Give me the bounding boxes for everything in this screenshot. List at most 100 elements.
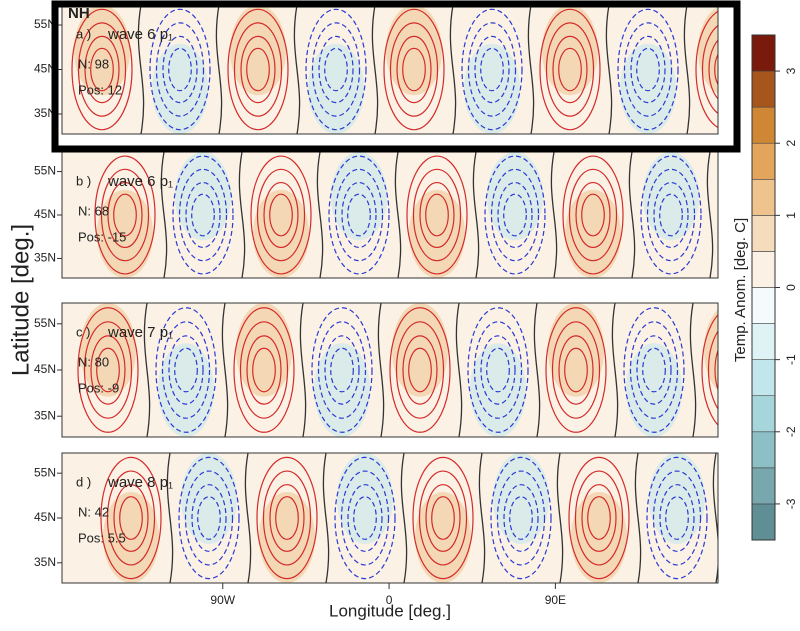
shade [314, 343, 370, 437]
contour [396, 35, 432, 104]
contour [642, 347, 666, 393]
zero-contour [550, 152, 558, 278]
zero-contour [400, 453, 408, 583]
contour [406, 155, 468, 275]
contour [178, 168, 228, 262]
colorbar-band [751, 431, 776, 469]
colorbar-tick-label: 0 [784, 284, 798, 291]
zero-contour [449, 5, 457, 134]
contour [191, 193, 215, 237]
highlight-box [51, 0, 741, 153]
zero-contour [377, 303, 385, 437]
x-tick-label: 90W [210, 593, 235, 607]
panel-letter: d ) [76, 474, 91, 489]
pos-label: Pos: 12 [78, 82, 122, 97]
zero-contour [143, 303, 151, 437]
colorbar-tick-label: 2 [784, 140, 798, 147]
colorbar-band [751, 215, 776, 252]
contour [94, 155, 156, 275]
shade [386, 5, 442, 96]
colorbar-band [751, 287, 776, 324]
contour [473, 321, 523, 419]
contour [389, 307, 451, 433]
contour [161, 321, 211, 419]
contour [246, 47, 270, 92]
contour [581, 193, 605, 237]
contour [480, 47, 504, 92]
contour [490, 168, 540, 262]
zero-contour [221, 303, 229, 437]
panel-2 [62, 303, 718, 437]
colorbar-band [751, 142, 776, 180]
contour [575, 181, 611, 249]
contour [353, 496, 377, 540]
shade [308, 43, 364, 134]
contour [233, 22, 283, 117]
contour [197, 496, 221, 540]
pos-label: Pos: 5.5 [78, 530, 126, 545]
contour [714, 348, 718, 392]
colorbar-band [751, 395, 776, 433]
contour [191, 484, 227, 552]
contour [311, 22, 361, 117]
contour [629, 321, 679, 419]
x-axis-label: Longitude [deg.] [329, 601, 451, 620]
contour [497, 181, 533, 249]
zero-contour [215, 5, 223, 134]
contour [328, 155, 390, 275]
colorbar-tick-label: -3 [784, 498, 798, 509]
colorbar-band [751, 178, 776, 216]
contour [84, 35, 120, 104]
contour [334, 456, 396, 580]
contour [636, 47, 660, 92]
contour [311, 307, 373, 433]
colorbar-band [751, 359, 776, 397]
shade [80, 303, 136, 397]
colorbar-band [751, 251, 776, 288]
contour [652, 470, 702, 566]
wave-label: wave 6 p₁ [107, 173, 173, 190]
shade [643, 152, 699, 241]
contour [239, 321, 289, 419]
contour [162, 35, 198, 104]
zero-contour [371, 5, 379, 134]
contour [389, 22, 439, 117]
colorbar-band [751, 34, 776, 72]
y-tick-label: 35N [34, 251, 56, 265]
contour [347, 193, 371, 237]
y-tick-label: 55N [34, 17, 56, 31]
panel-1 [62, 152, 718, 278]
contour [623, 307, 685, 433]
zero-contour [556, 453, 564, 583]
contour [155, 307, 217, 433]
panel-letter: c ) [76, 324, 90, 339]
shade [175, 152, 231, 241]
contour [418, 470, 468, 566]
zero-contour [238, 152, 246, 278]
zero-contour [160, 152, 168, 278]
zero-contour [394, 152, 402, 278]
contour [184, 470, 234, 566]
contour [659, 193, 683, 237]
shade [181, 453, 237, 544]
contour [665, 496, 689, 540]
y-tick-label: 35N [34, 555, 56, 569]
contour [636, 335, 672, 405]
contour [317, 321, 367, 419]
contour [659, 484, 695, 552]
contour [107, 181, 143, 249]
n-label: N: 42 [78, 504, 109, 519]
contour [707, 330, 718, 410]
panel-letter: b ) [76, 173, 91, 188]
zero-contour [455, 303, 463, 437]
contour [77, 307, 139, 433]
contour [545, 307, 607, 433]
contour [83, 321, 133, 419]
contour [233, 307, 295, 433]
zero-contour [683, 5, 691, 134]
contour [545, 22, 595, 117]
contour [419, 181, 455, 249]
contour [90, 335, 126, 405]
contour [250, 155, 312, 275]
